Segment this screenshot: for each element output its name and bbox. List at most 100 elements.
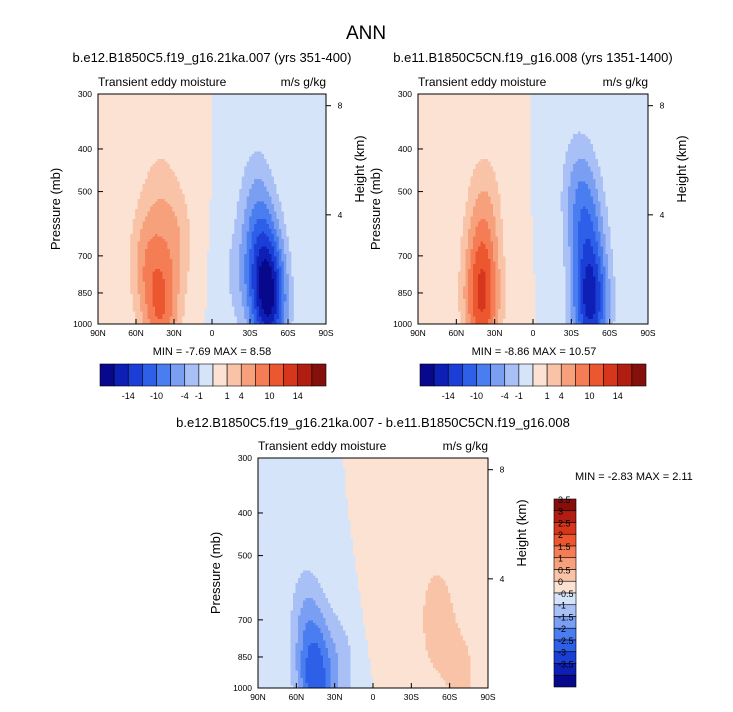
- panel-title: b.e11.B1850C5CN.f19_g16.008 (yrs 1351-14…: [393, 50, 672, 65]
- colorbar-swatch: [127, 363, 143, 387]
- colorbar-tick-label: 4: [559, 391, 564, 401]
- colorbar-swatch: [240, 363, 256, 387]
- contour-field: [98, 94, 326, 324]
- colorbar-tick-label: 10: [264, 391, 274, 401]
- colorbar-tick-label: 10: [584, 391, 594, 401]
- colorbar-swatch: [617, 363, 633, 387]
- colorbar-tick-label: 2.5: [558, 518, 571, 528]
- colorbar-tick-label: -3.5: [558, 659, 574, 669]
- y-tick-label: 300: [238, 453, 252, 463]
- y-tick-label: 500: [398, 187, 412, 197]
- colorbar: -14 -10 -4 -1 1 4 10 14: [419, 363, 647, 401]
- colorbar-swatch: [99, 363, 115, 387]
- colorbar-swatch: [212, 363, 228, 387]
- panel-title: b.e12.B1850C5.f19_g16.21ka.007 - b.e11.B…: [176, 415, 570, 430]
- x-tick-label: 90S: [640, 328, 655, 338]
- y-tick-label: 1000: [393, 319, 412, 329]
- figure-title: ANN: [346, 23, 386, 44]
- colorbar-swatch: [226, 363, 242, 387]
- colorbar-tick-label: -4: [501, 391, 509, 401]
- y-tick-label: 1000: [233, 683, 252, 693]
- colorbar-swatch: [311, 363, 327, 387]
- colorbar-swatch: [297, 363, 313, 387]
- colorbar-tick-label: -1.5: [558, 612, 574, 622]
- colorbar-swatch: [631, 363, 647, 387]
- y-axis-title: Pressure (mb): [368, 168, 383, 250]
- colorbar-tick-label: 4: [239, 391, 244, 401]
- x-tick-label: 90S: [480, 692, 495, 702]
- x-tick-label: 90S: [318, 328, 333, 338]
- colorbar: -14 -10 -4 -1 1 4 10 14: [99, 363, 327, 401]
- colorbar-tick-label: 1: [225, 391, 230, 401]
- colorbar-tick-label: -1: [515, 391, 523, 401]
- colorbar-tick-label: 0: [558, 577, 563, 587]
- colorbar-tick-label: -1: [558, 601, 566, 611]
- y-tick-label: 500: [78, 187, 92, 197]
- colorbar-swatch: [184, 363, 200, 387]
- colorbar-swatch: [255, 363, 270, 387]
- colorbar-tick-label: -0.5: [558, 589, 574, 599]
- colorbar-swatch: [113, 363, 129, 387]
- y-tick-label: 700: [238, 615, 252, 625]
- x-tick-label: 60S: [602, 328, 617, 338]
- colorbar-tick-label: -2: [558, 624, 566, 634]
- colorbar: 3.5 32.5 2 1.5 10.5 0 -0.5 -1-1.5 -2 -2.5 -3-3.5: [553, 495, 577, 688]
- colorbar-swatch: [532, 363, 548, 387]
- x-tick-label: 30S: [564, 328, 579, 338]
- colorbar-tick-label: -10: [150, 391, 163, 401]
- colorbar-swatch: [433, 363, 449, 387]
- y-tick-label: 850: [78, 288, 92, 298]
- y-tick-label: 700: [398, 251, 412, 261]
- colorbar-swatch: [462, 363, 477, 387]
- colorbar-tick-label: -2.5: [558, 636, 574, 646]
- y-tick-label: 300: [78, 89, 92, 99]
- colorbar-swatch: [518, 363, 534, 387]
- right-axis-title: Height (km): [674, 135, 689, 202]
- colorbar-swatch: [476, 363, 491, 387]
- panel-title: b.e12.B1850C5.f19_g16.21ka.007 (yrs 351-…: [73, 50, 352, 65]
- height-tick-label: 8: [660, 101, 665, 111]
- y-tick-label: 700: [78, 251, 92, 261]
- colorbar-tick-label: 14: [613, 391, 623, 401]
- colorbar-tick-label: -4: [181, 391, 189, 401]
- colorbar-swatch: [170, 363, 186, 387]
- x-tick-label: 30N: [166, 328, 182, 338]
- colorbar-swatch: [419, 363, 435, 387]
- y-tick-label: 400: [78, 144, 92, 154]
- height-tick-label: 4: [660, 210, 665, 220]
- units-label: m/s g/kg: [281, 75, 326, 89]
- contour-field: [418, 94, 648, 324]
- colorbar-swatch: [560, 363, 576, 387]
- colorbar-tick-label: 14: [293, 391, 303, 401]
- colorbar-tick-label: -1: [195, 391, 203, 401]
- panel-2: b.e11.B1850C5CN.f19_g16.008 (yrs 1351-14…: [368, 50, 689, 401]
- y-tick-label: 850: [238, 652, 252, 662]
- x-tick-label: 60N: [449, 328, 465, 338]
- right-axis-title: Height (km): [514, 499, 529, 566]
- colorbar-tick-label: 3: [558, 507, 563, 517]
- colorbar-swatch: [447, 363, 463, 387]
- y-axis-title: Pressure (mb): [208, 532, 223, 614]
- x-tick-label: 90N: [410, 328, 426, 338]
- contour-field: [258, 458, 488, 688]
- y-axis-title: Pressure (mb): [48, 168, 63, 250]
- y-tick-label: 500: [238, 551, 252, 561]
- x-tick-label: 30S: [404, 692, 419, 702]
- colorbar-swatch: [553, 674, 577, 688]
- variable-label: Transient eddy moisture: [258, 439, 387, 453]
- variable-label: Transient eddy moisture: [418, 75, 547, 89]
- x-tick-label: 60N: [289, 692, 305, 702]
- height-tick-label: 4: [338, 210, 343, 220]
- colorbar-swatch: [269, 363, 284, 387]
- colorbar-tick-label: 1.5: [558, 542, 571, 552]
- colorbar-tick-label: 1: [545, 391, 550, 401]
- right-axis-title: Height (km): [352, 135, 367, 202]
- colorbar-tick-label: -14: [442, 391, 455, 401]
- variable-label: Transient eddy moisture: [98, 75, 227, 89]
- x-tick-label: 30S: [242, 328, 257, 338]
- x-tick-label: 60S: [442, 692, 457, 702]
- colorbar-tick-label: -14: [122, 391, 135, 401]
- colorbar-swatch: [589, 363, 604, 387]
- colorbar-swatch: [575, 363, 590, 387]
